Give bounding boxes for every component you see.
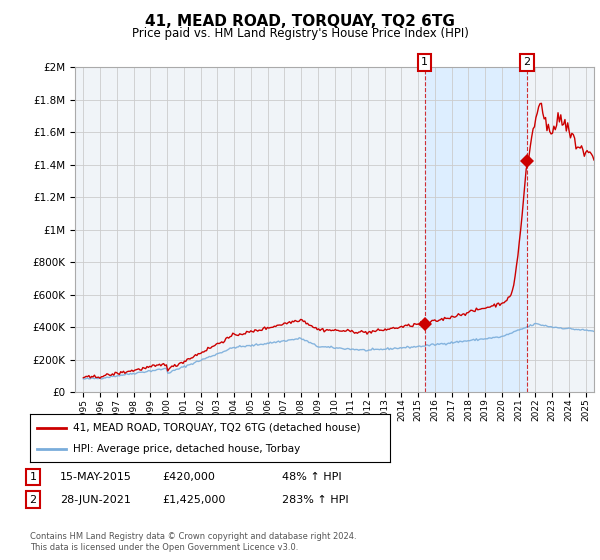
Text: 48% ↑ HPI: 48% ↑ HPI	[282, 472, 341, 482]
Text: 283% ↑ HPI: 283% ↑ HPI	[282, 494, 349, 505]
Bar	[425, 67, 527, 392]
Text: 2: 2	[523, 57, 530, 67]
Text: £1,425,000: £1,425,000	[162, 494, 226, 505]
Text: HPI: Average price, detached house, Torbay: HPI: Average price, detached house, Torb…	[73, 444, 301, 454]
Text: 41, MEAD ROAD, TORQUAY, TQ2 6TG (detached house): 41, MEAD ROAD, TORQUAY, TQ2 6TG (detache…	[73, 423, 361, 433]
Text: £420,000: £420,000	[162, 472, 215, 482]
Text: 1: 1	[421, 57, 428, 67]
Text: 1: 1	[29, 472, 37, 482]
Text: 2: 2	[29, 494, 37, 505]
Text: 15-MAY-2015: 15-MAY-2015	[60, 472, 132, 482]
Text: Price paid vs. HM Land Registry's House Price Index (HPI): Price paid vs. HM Land Registry's House …	[131, 27, 469, 40]
Text: 41, MEAD ROAD, TORQUAY, TQ2 6TG: 41, MEAD ROAD, TORQUAY, TQ2 6TG	[145, 14, 455, 29]
Text: Contains HM Land Registry data © Crown copyright and database right 2024.
This d: Contains HM Land Registry data © Crown c…	[30, 532, 356, 552]
Text: 28-JUN-2021: 28-JUN-2021	[60, 494, 131, 505]
